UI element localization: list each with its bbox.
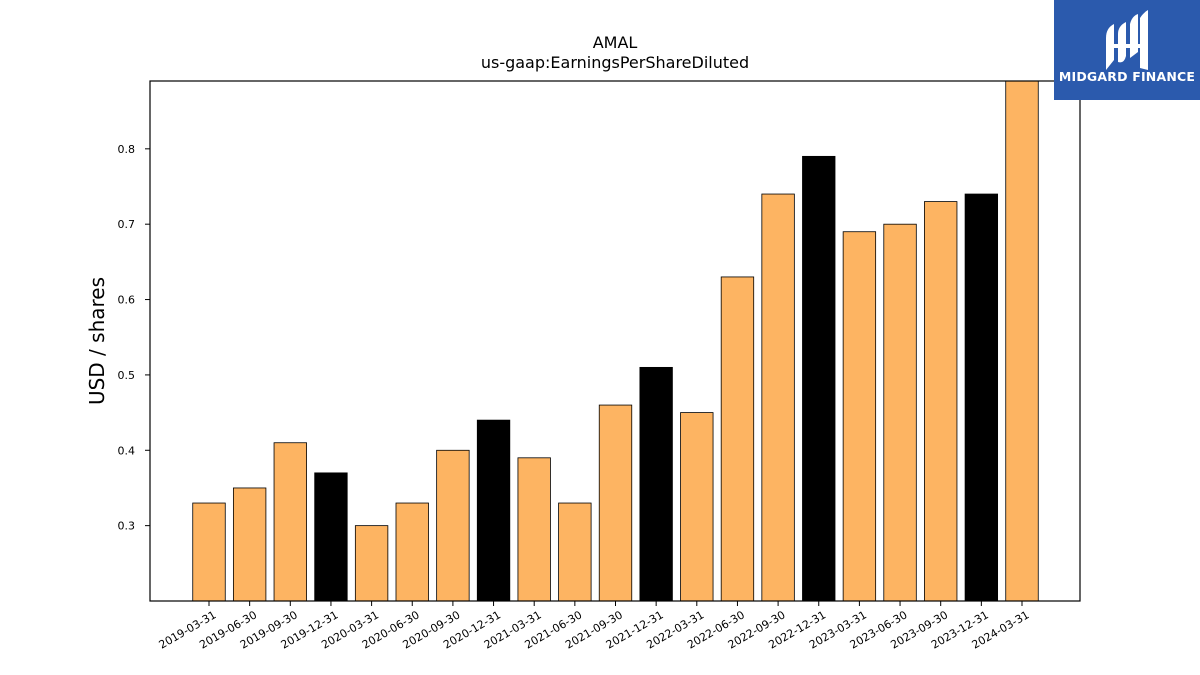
- bar-2022-03-31: [680, 412, 714, 602]
- x-ticks-group: 2019-03-312019-06-302019-09-302019-12-31…: [157, 601, 1032, 652]
- y-axis-label: USD / shares: [85, 277, 109, 405]
- bar-2019-06-30: [232, 487, 267, 602]
- bar-2023-06-30: [883, 223, 917, 602]
- y-tick-label: 0.5: [118, 369, 136, 382]
- bar-2021-06-30: [558, 502, 592, 602]
- brand-logo: MIDGARD FINANCE: [1054, 0, 1200, 100]
- bar-2021-12-31: [639, 366, 673, 602]
- bar-2021-03-31: [517, 457, 551, 602]
- bar-2020-12-31: [476, 419, 511, 602]
- chart-title: AMAL: [593, 33, 638, 52]
- bar-2020-09-30: [436, 449, 470, 602]
- bar-2022-12-31: [802, 155, 836, 602]
- bar-2024-03-31: [1005, 80, 1039, 602]
- logo-background: [1054, 0, 1200, 100]
- y-tick-label: 0.8: [118, 143, 136, 156]
- bar-2020-03-31: [354, 525, 389, 602]
- y-tick-label: 0.6: [118, 294, 136, 307]
- bar-2023-09-30: [924, 201, 958, 602]
- y-tick-label: 0.3: [118, 520, 136, 533]
- bar-2023-03-31: [842, 231, 877, 602]
- bars-group: [192, 80, 1039, 602]
- bar-2019-03-31: [192, 502, 226, 602]
- plot-frame: [149, 80, 1081, 602]
- bar-2022-06-30: [720, 276, 755, 602]
- bar-2022-09-30: [761, 193, 795, 602]
- bar-2019-12-31: [314, 472, 348, 602]
- midgard-logo-icon: [1106, 10, 1148, 70]
- bar-2019-09-30: [273, 442, 307, 602]
- bar-2023-12-31: [964, 193, 999, 602]
- y-ticks-group: 0.3 0.4 0.5 0.6 0.7 0.8: [118, 143, 150, 533]
- logo-text: MIDGARD FINANCE: [1059, 69, 1195, 84]
- y-tick-label: 0.4: [118, 444, 136, 457]
- bar-2020-06-30: [395, 502, 429, 602]
- chart-subtitle: us-gaap:EarningsPerShareDiluted: [481, 53, 749, 72]
- y-tick-label: 0.7: [118, 218, 136, 231]
- bar-2021-09-30: [598, 404, 633, 602]
